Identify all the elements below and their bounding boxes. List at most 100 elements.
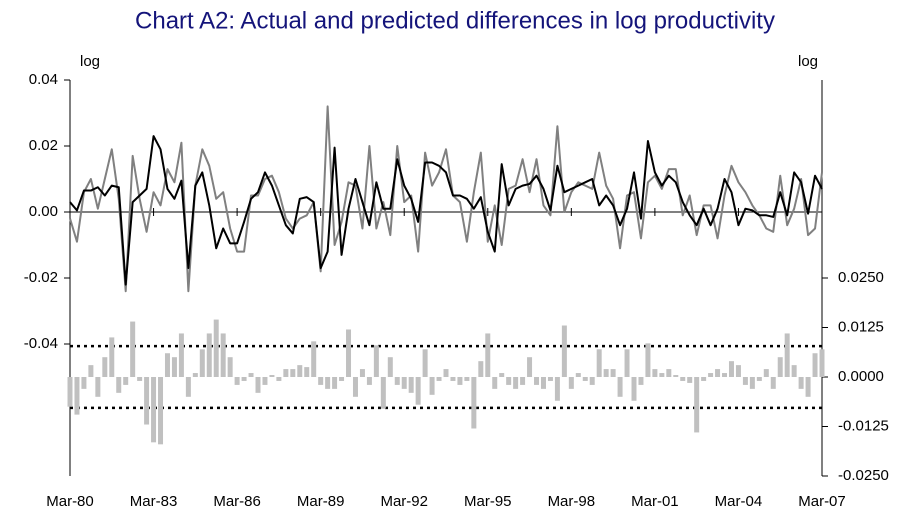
bar [220,333,226,377]
bar [241,377,247,381]
bar [527,357,533,377]
bar [659,373,665,377]
bar [582,377,588,381]
bar [401,377,407,389]
chart-title: Chart A2: Actual and predicted differenc… [135,7,775,34]
bar [756,377,762,381]
bar [680,377,686,381]
bar [763,369,769,377]
bar [339,377,345,381]
bar [645,343,651,377]
bar [290,369,296,377]
bar [624,349,630,377]
bar [144,377,150,425]
bar [478,361,484,377]
x-tick-label: Mar-80 [46,493,94,510]
bar [749,377,755,389]
bar [137,377,143,381]
y-tick-label: 0.04 [29,71,58,88]
bar [359,369,365,377]
y2-axis-label: log [798,53,818,70]
bar [151,377,157,443]
bar [74,377,80,415]
x-tick-label: Mar-95 [464,493,512,510]
y2-tick-label: 0.0250 [838,269,884,286]
x-tick-label: Mar-04 [715,493,763,510]
bar [387,357,393,377]
bar [429,377,435,395]
bar [325,377,331,389]
bar [568,377,574,389]
bar [791,365,797,377]
line [69,135,823,286]
bar [819,349,825,377]
bar [812,353,818,377]
bar [67,377,73,407]
bar [443,369,449,377]
bar [728,361,734,377]
bar [547,377,553,381]
x-tick-label: Mar-07 [798,493,846,510]
bar [102,357,108,377]
y-tick-label: 0.02 [29,137,58,154]
bar [798,377,804,389]
bar [192,373,198,377]
bar [603,369,609,377]
y-axis-label: log [80,53,100,70]
bar [408,377,414,393]
bar [554,377,560,401]
bar [234,377,240,385]
bar [276,377,282,381]
x-tick-label: Mar-89 [297,493,345,510]
bar [777,357,783,377]
bar [283,369,289,377]
bar [638,377,644,385]
bar [770,377,776,389]
bar [735,365,741,377]
bar [304,367,310,377]
bar [178,333,184,377]
bar [513,377,519,389]
bar [206,333,212,377]
bar [610,369,616,377]
bar [81,377,87,389]
bar [715,369,721,377]
bar [722,373,728,377]
bar [575,373,581,377]
bar [422,349,428,377]
bar [742,377,748,385]
bar [666,369,672,377]
bar [109,337,115,377]
bar [297,365,303,377]
y2-tick-label: 0.0000 [838,368,884,385]
bar [673,375,679,377]
bar [694,377,700,433]
y-tick-label: -0.02 [24,269,58,286]
bar [464,377,470,381]
bar [805,377,811,397]
y2-tick-label: 0.0125 [838,318,884,335]
y-tick-label: 0.00 [29,203,58,220]
bar [492,377,498,389]
bar [534,377,540,385]
bar [499,373,505,377]
bar [332,377,338,389]
x-tick-label: Mar-83 [130,493,178,510]
x-tick-label: Mar-98 [548,493,596,510]
bar [185,377,191,397]
bar [450,377,456,381]
x-tick-label: Mar-86 [213,493,261,510]
bar [380,377,386,409]
x-tick-label: Mar-92 [380,493,428,510]
bar [373,345,379,377]
bar [164,353,170,377]
x-tick-label: Mar-01 [631,493,679,510]
bar [457,377,463,385]
bar [394,377,400,385]
bar [708,373,714,377]
bar [171,357,177,377]
bar [269,375,275,377]
bar [589,377,595,385]
y2-tick-label: -0.0125 [838,417,889,434]
